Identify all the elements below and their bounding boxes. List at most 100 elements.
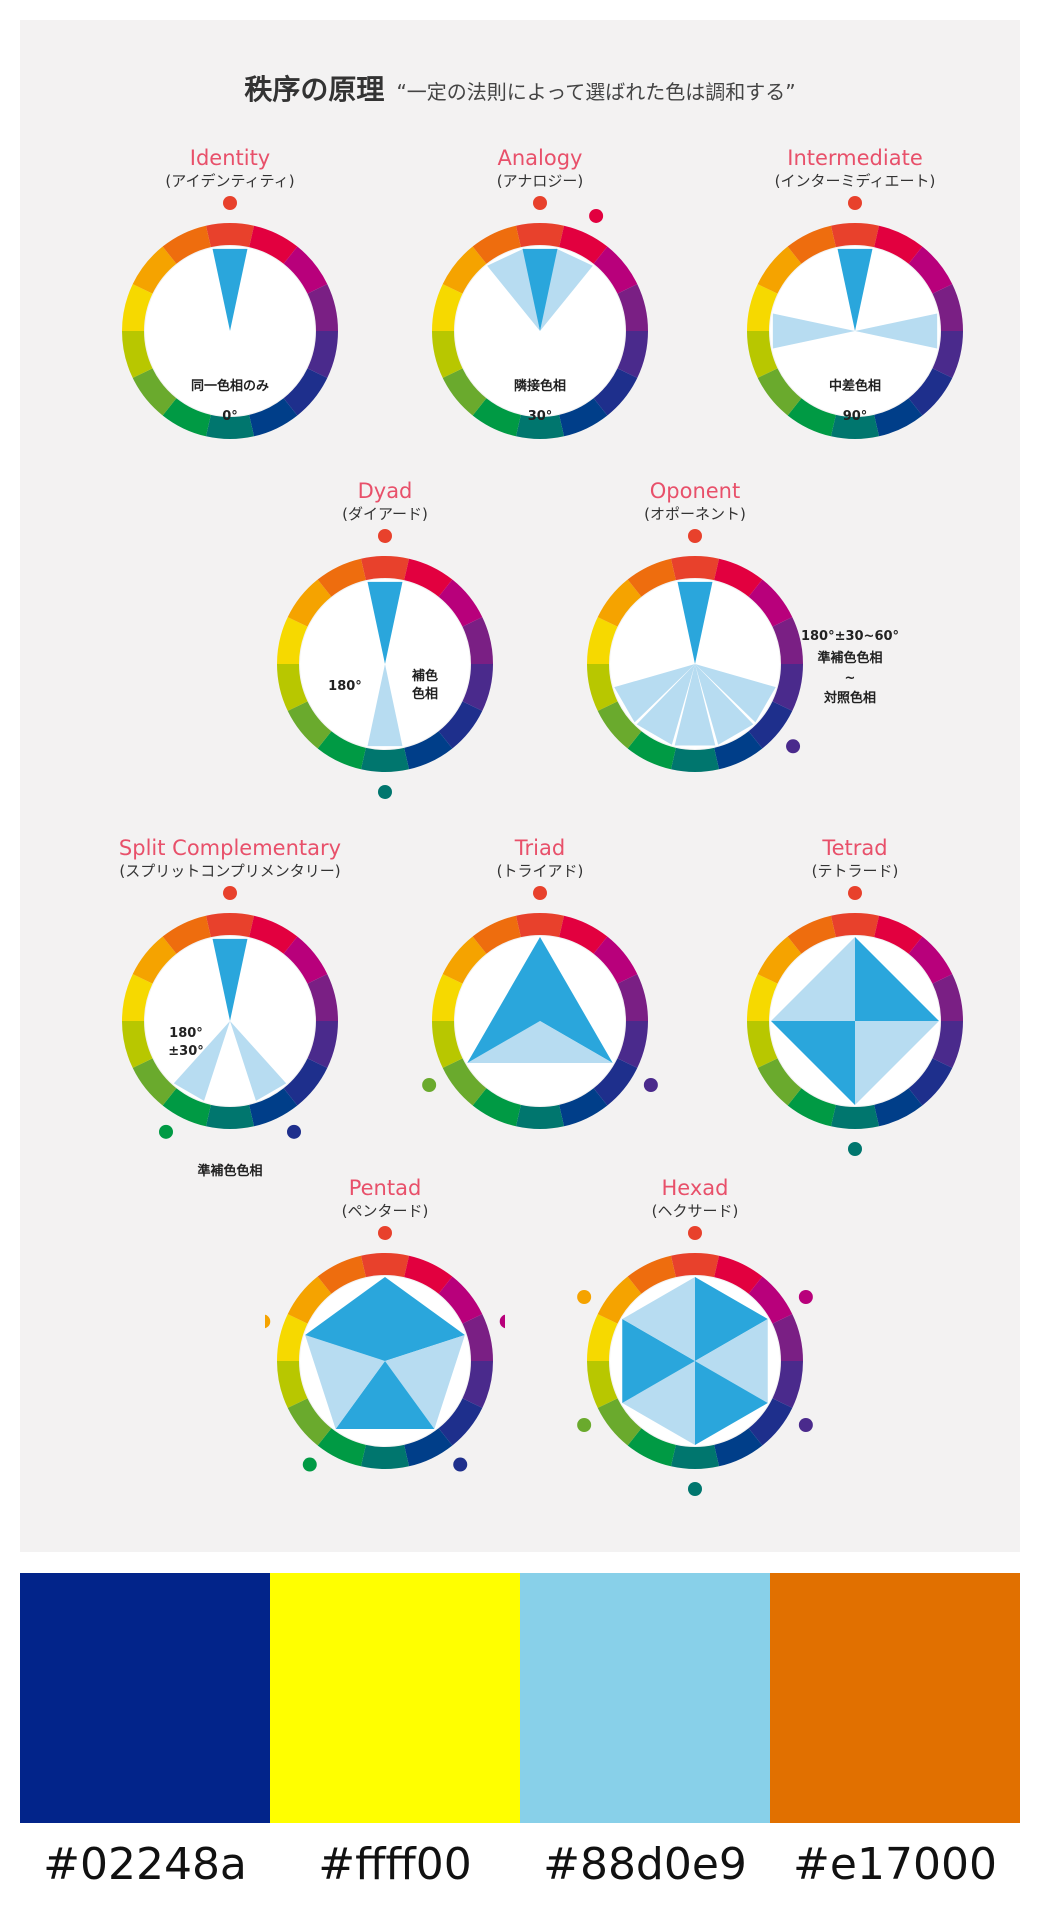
polygon-facet [771, 1021, 855, 1105]
wheel-segment [617, 331, 648, 378]
scheme-kana: (インターミディエート) [774, 172, 936, 190]
swatch-3 [520, 1573, 770, 1823]
color-wheel [577, 1226, 813, 1496]
wheel-segment [617, 1021, 648, 1068]
scheme-identity: Identity (アイデンティティ) 同一色相のみ 0° [110, 145, 350, 465]
wheel-segment [932, 1021, 963, 1068]
wheel-segment [317, 1255, 366, 1294]
wheel-segment [559, 398, 608, 437]
hue-marker [798, 1418, 813, 1432]
wheel-segment [617, 974, 648, 1021]
page-title: 秩序の原理 “一定の法則によって選ばれた色は調和する” [20, 68, 1020, 108]
hue-marker [848, 886, 862, 900]
wheel-segment [908, 246, 953, 294]
hue-marker [159, 1124, 173, 1139]
wheel-segment [442, 368, 487, 416]
color-wheel [432, 196, 648, 439]
hue-wedge [837, 248, 873, 331]
hue-wedge [367, 664, 403, 747]
wheel-segment [830, 414, 880, 439]
wheel-segment [132, 246, 177, 294]
wheel-segment [597, 1398, 642, 1446]
scheme-name: Hexad [661, 1176, 729, 1200]
wheel-segment [593, 936, 638, 984]
title-main: 秩序の原理 [244, 73, 385, 106]
hue-wedge [522, 248, 558, 331]
wheel-segment [593, 368, 638, 416]
hue-marker [378, 1226, 392, 1240]
wheel-segment [908, 1058, 953, 1106]
wheel-segment [249, 1088, 298, 1127]
wheel-segment [593, 246, 638, 294]
polygon-facet [467, 937, 540, 1063]
swatch-1 [20, 1573, 270, 1823]
wheel-segment [432, 331, 463, 378]
scheme-note-left: 180° [328, 679, 362, 694]
wheel-segment [472, 915, 521, 954]
wheel-segment [747, 331, 778, 378]
scheme-tetrad: Tetrad (テトラード) [735, 835, 975, 1175]
wheel-segment [404, 731, 453, 770]
scheme-hexad: Hexad (ヘクサード) [575, 1175, 815, 1535]
hue-wedge [487, 248, 540, 331]
swatch-2 [270, 1573, 520, 1823]
hue-marker [688, 529, 702, 543]
wheel-segment [307, 331, 338, 378]
wheel-segment [442, 936, 487, 984]
wheel-segment [617, 284, 648, 331]
hue-wedge [173, 1021, 230, 1101]
wheel-segment [747, 284, 778, 331]
scheme-note-below: 準補色色相 [197, 1164, 263, 1179]
scheme-kana: (アイデンティティ) [165, 172, 295, 190]
hue-marker [786, 739, 801, 754]
scheme-kana: (ダイアード) [342, 505, 428, 523]
polygon-facet [622, 1361, 695, 1445]
wheel-segment [404, 1255, 453, 1294]
hue-marker [688, 1226, 702, 1240]
hue-wedge [677, 581, 713, 664]
wheel-segment [307, 974, 338, 1021]
wheel-segment [442, 1058, 487, 1106]
scheme-name: Triad [514, 836, 566, 860]
wheel-segment [597, 701, 642, 749]
wheel-segment [908, 368, 953, 416]
scheme-note: 隣接色相 [513, 379, 566, 394]
wheel-segment [757, 1058, 802, 1106]
hue-wedge [540, 248, 593, 331]
polygon-facet [855, 937, 939, 1021]
scheme-name: Analogy [497, 146, 583, 170]
polygon-facet [622, 1319, 695, 1403]
wheel-segment [317, 558, 366, 597]
wheel-segment [404, 1428, 453, 1467]
wheel-segment [360, 747, 410, 772]
wheel-segment [277, 664, 308, 711]
scheme-name: Dyad [357, 479, 413, 503]
wheel-segment [874, 1088, 923, 1127]
wheel-segment [627, 558, 676, 597]
wheel-segment [830, 1104, 880, 1129]
wheel-segment [830, 913, 880, 938]
wheel-segment [757, 936, 802, 984]
hue-marker [643, 1078, 658, 1092]
wheel-segment [132, 368, 177, 416]
hue-wedge [367, 581, 403, 664]
wheel-segment [748, 1398, 793, 1446]
wheel-segment [162, 915, 211, 954]
hue-wedge [695, 664, 754, 745]
scheme-name: Split Complementary [118, 836, 342, 860]
wheel-segment [462, 1314, 493, 1361]
hue-marker [453, 1457, 468, 1472]
wheel-segment [472, 398, 521, 437]
wheel-segment [587, 617, 618, 664]
wheel-segment [317, 1428, 366, 1467]
wheel-segment [593, 1058, 638, 1106]
scheme-note: 中差色相 [828, 379, 881, 394]
wheel-segment [442, 246, 487, 294]
wheel-segment [283, 936, 328, 984]
wheel-segment [908, 936, 953, 984]
polygon-facet [467, 1021, 613, 1063]
wheel-segment [627, 731, 676, 770]
wheel-segment [249, 398, 298, 437]
wheel-segment [757, 246, 802, 294]
wheel-segment [432, 974, 463, 1021]
